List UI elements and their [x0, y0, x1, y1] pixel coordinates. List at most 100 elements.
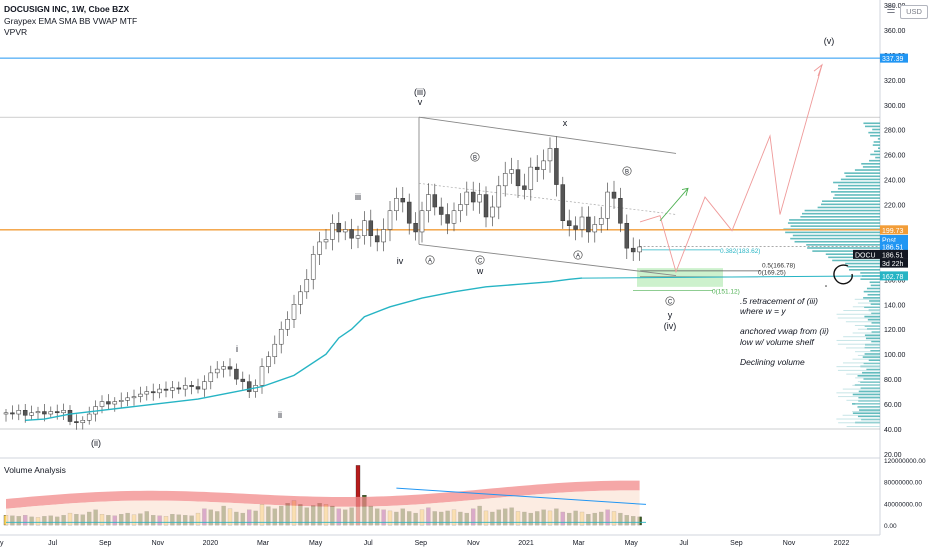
vpvr-bar [863, 378, 880, 380]
candle-body [592, 224, 598, 233]
vpvr-bar [822, 200, 880, 203]
indicator-vpvr[interactable]: VPVR [4, 27, 28, 37]
candle-body [618, 198, 623, 224]
volume-profile [783, 122, 880, 428]
vpvr-bar [868, 131, 880, 134]
vpvr-bar [842, 362, 880, 364]
vpvr-bar [871, 322, 880, 324]
vpvr-bar [821, 203, 880, 206]
candle-body [598, 217, 604, 225]
candle-body [387, 210, 393, 230]
vpvr-bar [861, 163, 880, 165]
vpvr-bar [855, 351, 880, 353]
candle-body [451, 210, 457, 224]
candle-body [86, 413, 92, 421]
vpvr-bar [863, 290, 880, 293]
price-tag-label: 186.51 [882, 252, 904, 259]
candle-body [400, 198, 406, 203]
vpvr-bar [846, 426, 880, 428]
vpvr-bar [843, 310, 880, 312]
candle-body [80, 420, 86, 424]
vpvr-bar [833, 181, 880, 184]
price-tick-label: 380.00 [884, 3, 906, 10]
candle-body [515, 169, 521, 187]
indicator-ema-sma-bb-vwap[interactable]: Graypex EMA SMA BB VWAP MTF [4, 16, 138, 26]
price-tick-label: 140.00 [884, 302, 906, 309]
wave-label: (iii) [414, 87, 426, 97]
candle-body [35, 411, 41, 414]
price-tick-label: 160.00 [884, 277, 906, 284]
circled-wave-label: B [625, 170, 629, 176]
vpvr-bar [852, 332, 880, 334]
volume-panel-title[interactable]: Volume Analysis [4, 465, 66, 475]
vpvr-bar [871, 340, 880, 343]
vpvr-bar [801, 212, 880, 215]
vpvr-bar [790, 237, 880, 240]
vpvr-bar [857, 375, 880, 377]
candle-body [413, 222, 418, 233]
vpvr-bar [870, 153, 880, 156]
currency-button[interactable]: USD [900, 5, 928, 19]
candle-body [374, 235, 380, 243]
vpvr-bar [866, 287, 880, 290]
candle-body [298, 291, 303, 305]
circled-wave-marker [475, 255, 485, 265]
price-tag-bg [853, 249, 880, 259]
price-tag-label: DOCU [855, 252, 876, 259]
dot-marker [825, 285, 827, 287]
fib-label: 0.5(166.78) [762, 263, 795, 270]
vpvr-bar [852, 384, 880, 386]
wave-label: iv [397, 256, 404, 266]
volume-tick-label: 40000000.00 [884, 501, 922, 508]
vpvr-bar [864, 353, 880, 355]
vpvr-bar [800, 216, 880, 218]
time-tick-label: y [0, 540, 4, 547]
candle-body [368, 220, 374, 236]
candle-body [445, 214, 450, 224]
wave-label: ii [278, 410, 282, 420]
candle-body [522, 185, 527, 190]
vpvr-bar [863, 122, 880, 125]
candle-body [285, 319, 290, 330]
candle-body [355, 235, 361, 239]
vpvr-bar [843, 336, 880, 338]
price-tick-label: 120.00 [884, 327, 906, 334]
candle-body [278, 328, 284, 345]
candle-body [54, 411, 60, 414]
wave-label: x [563, 118, 568, 128]
vpvr-bar [860, 387, 880, 390]
hamburger-icon[interactable]: ☰ [886, 5, 896, 16]
vpvr-bar [874, 150, 880, 153]
wave-label: w [476, 266, 484, 276]
price-tag-label: 186.51 [882, 244, 904, 251]
vpvr-bar [857, 406, 880, 408]
time-tick-label: 2021 [518, 540, 534, 547]
candle-body [138, 393, 143, 397]
candle-body [202, 381, 207, 390]
candle-body [323, 239, 329, 243]
vpvr-bar [845, 175, 880, 178]
vpvr-bar [870, 134, 880, 137]
vpvr-bar [872, 144, 880, 146]
highlight-curve [833, 264, 853, 285]
vpvr-bar [837, 343, 880, 345]
vpvr-bar [858, 396, 880, 399]
vpvr-bar [859, 409, 880, 411]
candle-body [458, 204, 463, 212]
anchored-vwap-line [25, 277, 583, 421]
candle-body [176, 387, 182, 390]
candle-body [61, 410, 66, 414]
candle-body [99, 401, 105, 407]
candle-body [483, 194, 489, 218]
vpvr-bar [869, 281, 880, 284]
vpvr-bar [817, 206, 880, 209]
vpvr-bar [838, 396, 880, 398]
candle-body [611, 191, 617, 199]
vpvr-bar [792, 234, 880, 237]
price-tag-bg [880, 234, 908, 244]
candle-body [150, 391, 156, 394]
circled-wave-marker [425, 255, 435, 265]
candle-body [221, 366, 226, 370]
